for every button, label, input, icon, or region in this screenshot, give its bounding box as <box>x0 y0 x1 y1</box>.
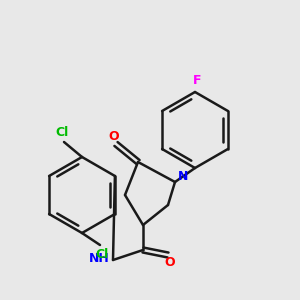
Text: O: O <box>109 130 119 142</box>
Text: N: N <box>178 170 188 184</box>
Text: F: F <box>193 74 201 86</box>
Text: NH: NH <box>88 251 110 265</box>
Text: O: O <box>165 256 175 269</box>
Text: Cl: Cl <box>56 125 69 139</box>
Text: Cl: Cl <box>95 248 109 262</box>
